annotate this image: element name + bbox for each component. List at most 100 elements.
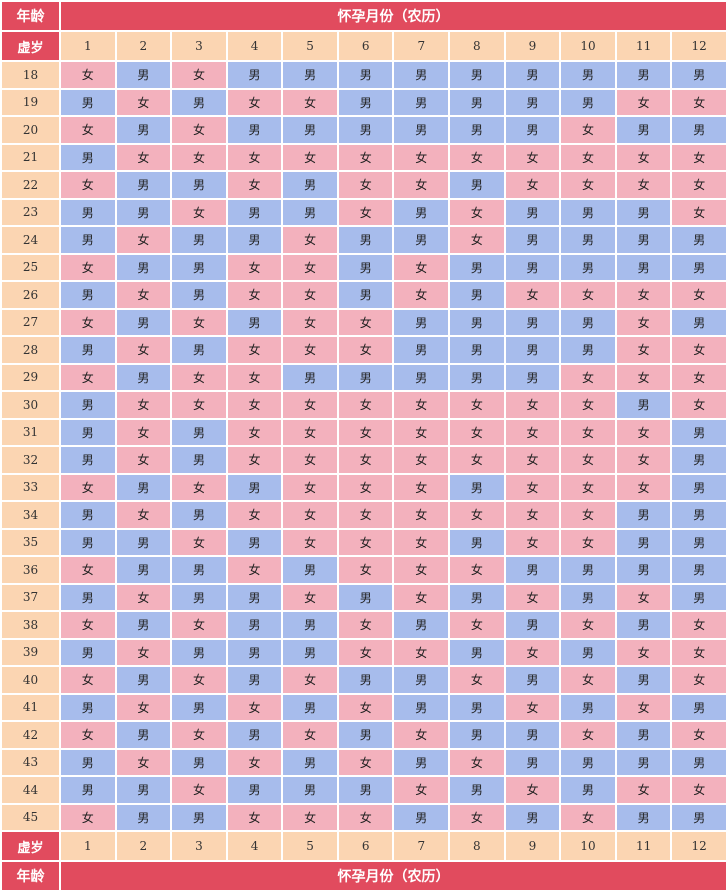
gender-cell: 女 [616,89,671,115]
gender-cell: 女 [227,392,282,418]
gender-cell: 男 [61,337,115,363]
gender-cell: 女 [616,309,671,335]
gender-cell: 男 [672,529,726,555]
gender-cell: 女 [672,777,726,803]
sui-header-label: 虚岁 [2,32,59,60]
gender-cell: 女 [561,364,615,390]
gender-cell: 男 [172,282,226,308]
gender-cell: 女 [672,722,726,748]
gender-cell: 男 [505,557,560,583]
gender-cell: 女 [338,309,393,335]
gender-cell: 女 [505,474,560,500]
gender-cell: 男 [561,89,615,115]
age-cell: 42 [2,722,59,748]
gender-cell: 女 [672,199,726,225]
gender-cell: 男 [116,804,171,830]
gender-cell: 男 [672,227,726,253]
month-header: 8 [450,32,504,60]
gender-cell: 男 [61,502,115,528]
gender-cell: 女 [172,612,226,638]
gender-cell: 女 [283,309,337,335]
gender-cell: 男 [561,337,615,363]
gender-cell: 男 [394,694,449,720]
gender-cell: 女 [616,584,671,610]
gender-cell: 女 [172,144,226,170]
gender-cell: 女 [561,529,615,555]
gender-cell: 男 [505,364,560,390]
age-cell: 37 [2,584,59,610]
gender-cell: 女 [283,227,337,253]
gender-cell: 女 [172,117,226,143]
gender-cell: 女 [672,172,726,198]
gender-cell: 女 [116,144,171,170]
gender-cell: 男 [61,199,115,225]
gender-cell: 男 [672,557,726,583]
gender-cell: 男 [505,309,560,335]
age-cell: 21 [2,144,59,170]
month-footer: 12 [672,832,726,860]
gender-cell: 男 [116,62,171,88]
gender-cell: 女 [394,777,449,803]
gender-cell: 女 [172,392,226,418]
gender-cell: 女 [116,694,171,720]
gender-cell: 男 [338,282,393,308]
gender-cell: 男 [116,309,171,335]
age-cell: 43 [2,749,59,775]
gender-cell: 男 [616,62,671,88]
gender-cell: 女 [61,117,115,143]
gender-cell: 男 [172,639,226,665]
gender-cell: 女 [450,667,504,693]
gender-cell: 男 [172,172,226,198]
gender-cell: 男 [61,639,115,665]
age-footer-label: 年龄 [2,862,59,890]
month-footer: 9 [505,832,560,860]
gender-cell: 男 [61,282,115,308]
age-cell: 41 [2,694,59,720]
gender-cell: 女 [61,667,115,693]
gender-cell: 男 [616,749,671,775]
gender-cell: 男 [227,309,282,335]
gender-cell: 男 [450,89,504,115]
gender-cell: 女 [227,337,282,363]
gender-cell: 女 [672,639,726,665]
gender-cell: 女 [227,254,282,280]
age-cell: 34 [2,502,59,528]
gender-cell: 女 [616,447,671,473]
gender-cell: 男 [394,804,449,830]
age-cell: 19 [2,89,59,115]
gender-cell: 男 [61,529,115,555]
gender-cell: 女 [283,474,337,500]
gender-cell: 男 [61,447,115,473]
month-footer: 11 [616,832,671,860]
gender-cell: 男 [116,667,171,693]
gender-cell: 女 [505,419,560,445]
gender-cell: 男 [227,722,282,748]
age-cell: 26 [2,282,59,308]
gender-cell: 男 [116,557,171,583]
gender-cell: 女 [505,172,560,198]
gender-cell: 男 [227,639,282,665]
gender-cell: 女 [338,529,393,555]
gender-cell: 女 [283,584,337,610]
gender-cell: 女 [505,529,560,555]
age-cell: 38 [2,612,59,638]
gender-cell: 女 [561,722,615,748]
gender-cell: 女 [61,364,115,390]
gender-cell: 男 [561,309,615,335]
gender-cell: 男 [505,804,560,830]
gender-cell: 女 [227,694,282,720]
month-footer: 4 [227,832,282,860]
gender-cell: 女 [561,612,615,638]
gender-cell: 男 [61,144,115,170]
month-footer: 8 [450,832,504,860]
gender-cell: 男 [394,117,449,143]
gender-cell: 男 [505,667,560,693]
gender-cell: 男 [561,199,615,225]
gender-cell: 女 [394,419,449,445]
gender-cell: 女 [394,447,449,473]
gender-cell: 女 [338,337,393,363]
gender-cell: 男 [172,419,226,445]
gender-cell: 男 [561,557,615,583]
gender-cell: 男 [338,667,393,693]
gender-cell: 男 [61,89,115,115]
